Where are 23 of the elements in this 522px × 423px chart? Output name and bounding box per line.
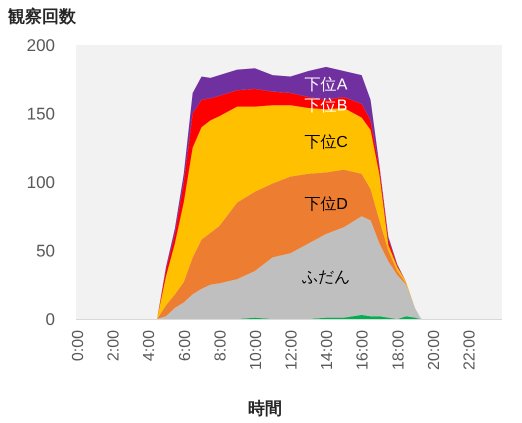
x-tick-label: 12:00 [284,330,300,370]
y-tick-label: 50 [36,242,55,260]
x-tick-label: 10:00 [248,330,265,370]
x-tick-label: 16:00 [354,330,372,370]
x-tick-label: 18:00 [390,330,408,370]
x-tick-label: 2:00 [106,330,123,362]
y-tick-label: 100 [26,173,55,192]
x-tick-label: 6:00 [176,330,194,362]
x-tick-label: 8:00 [212,330,230,362]
y-axis-title: 観察回数 [7,7,77,26]
series-label: 下位C [304,134,348,151]
x-tick-label: 22:00 [461,330,478,370]
y-tick-label: 150 [26,104,55,124]
series-label: 下位D [304,196,348,214]
x-tick-label: 20:00 [426,330,443,370]
x-tick-label: 4:00 [141,330,158,362]
x-axis-title: 時間 [248,399,282,418]
x-tick-label: 14:00 [319,330,336,370]
series-label: ふだん [301,268,350,286]
y-tick-label: 200 [26,36,55,55]
series-label: 下位A [304,76,348,94]
x-tick-label: 0:00 [70,330,87,362]
y-tick-label: 0 [46,310,55,329]
